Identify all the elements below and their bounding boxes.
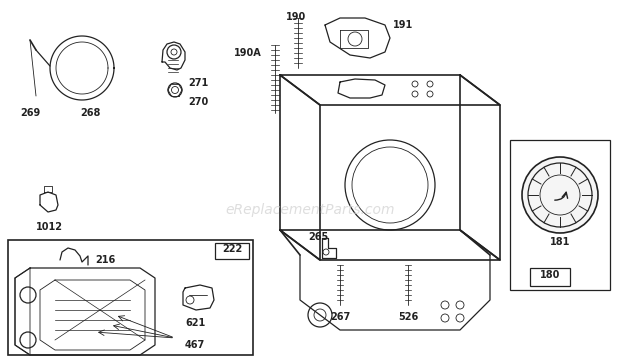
Text: 1012: 1012 (35, 222, 63, 232)
Bar (215, 243, 249, 259)
Text: 190A: 190A (234, 48, 262, 58)
Bar (8, 240, 253, 355)
Text: 268: 268 (80, 108, 100, 118)
Text: 265: 265 (308, 232, 328, 242)
Text: 526: 526 (398, 312, 418, 322)
Text: 269: 269 (20, 108, 40, 118)
Text: 467: 467 (185, 340, 205, 350)
Text: 271: 271 (188, 78, 208, 88)
Bar (510, 140, 610, 290)
Text: 222: 222 (222, 244, 242, 254)
Text: 216: 216 (95, 255, 115, 265)
Text: eReplacementParts.com: eReplacementParts.com (225, 203, 395, 217)
Bar (530, 268, 570, 286)
Text: 267: 267 (330, 312, 350, 322)
Text: 191: 191 (393, 20, 414, 30)
Circle shape (522, 157, 598, 233)
Text: 621: 621 (185, 318, 205, 328)
Text: 180: 180 (540, 270, 560, 280)
Text: 181: 181 (550, 237, 570, 247)
Text: 190: 190 (286, 12, 306, 22)
Text: 270: 270 (188, 97, 208, 107)
